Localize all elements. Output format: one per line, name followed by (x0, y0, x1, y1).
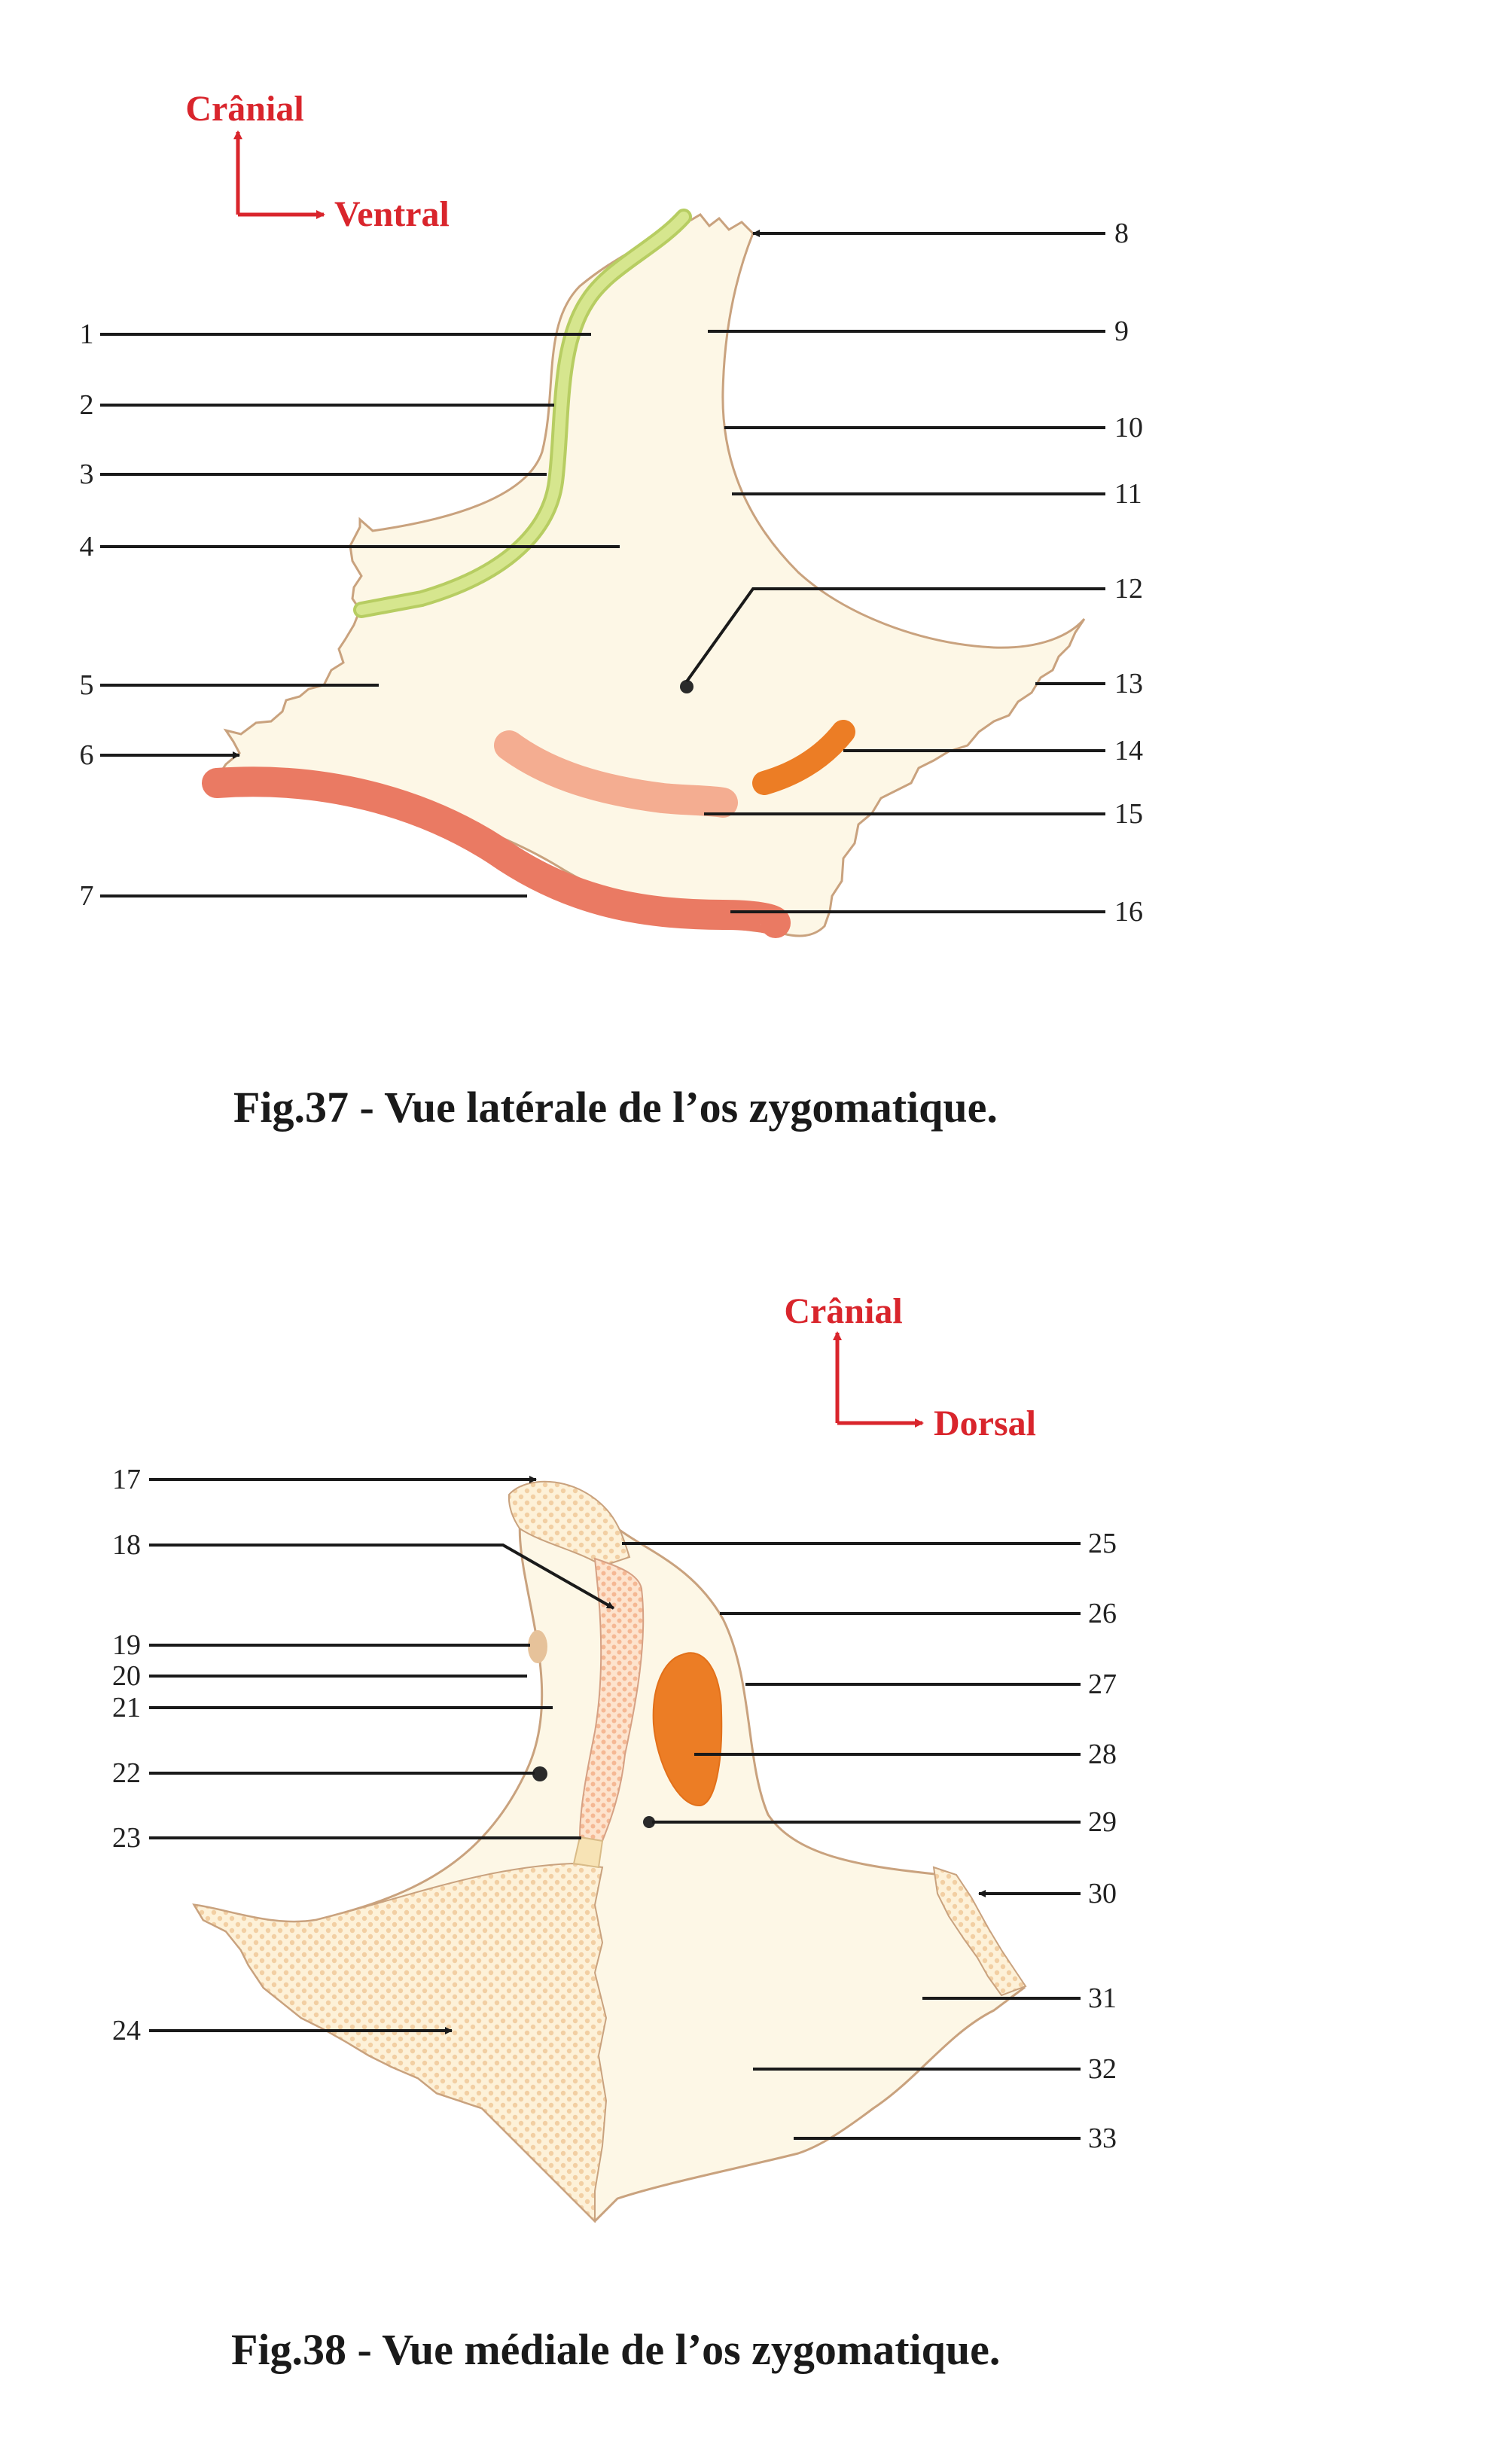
fig38-numbers: 17 18 19 20 21 22 23 24 25 26 27 28 29 3… (112, 1464, 1117, 2154)
label-16: 16 (1114, 896, 1143, 928)
label-17: 17 (112, 1464, 141, 1495)
articular-area-30 (932, 1866, 1027, 1997)
foramen-dot-12 (680, 680, 694, 693)
label-1: 1 (80, 318, 94, 350)
strip-23 (572, 1836, 604, 1869)
label-30: 30 (1088, 1878, 1117, 1909)
foramen-dot-29 (643, 1816, 655, 1828)
label-23: 23 (112, 1822, 141, 1854)
label-9: 9 (1114, 315, 1129, 347)
cranial-label: Crânial (784, 1291, 902, 1331)
label-32: 32 (1088, 2053, 1117, 2085)
label-27: 27 (1088, 1669, 1117, 1700)
fig38-left-leaders (149, 1476, 614, 2034)
dorsal-label: Dorsal (934, 1403, 1036, 1443)
fig37-numbers: 1 2 3 4 5 6 7 8 9 10 11 12 13 14 15 16 (80, 218, 1144, 928)
articular-strip-18 (578, 1557, 645, 1842)
label-5: 5 (80, 669, 94, 701)
label-28: 28 (1088, 1739, 1117, 1770)
fig37-right-leaders (685, 230, 1105, 913)
label-7: 7 (80, 880, 94, 912)
label-21: 21 (112, 1692, 141, 1723)
label-33: 33 (1088, 2123, 1117, 2154)
label-8: 8 (1114, 218, 1129, 249)
spot-19 (528, 1630, 547, 1663)
label-24: 24 (112, 2015, 141, 2046)
fig37-caption: Fig.37 - Vue latérale de l’os zygomatiqu… (233, 1083, 998, 1132)
fig37-left-leaders (100, 333, 620, 897)
label-31: 31 (1088, 1982, 1117, 2014)
articular-area-24 (193, 1862, 608, 2223)
label-18: 18 (112, 1529, 141, 1561)
ventral-label: Ventral (334, 194, 450, 234)
pale-salmon-crest (494, 730, 738, 818)
orange-fossa-28 (652, 1652, 723, 1807)
label-22: 22 (112, 1757, 141, 1789)
leader-12 (685, 587, 1105, 683)
fig38: Crânial Dorsal (112, 1291, 1117, 2374)
label-3: 3 (80, 459, 94, 490)
label-12: 12 (1114, 573, 1143, 605)
zygomatic-bone-lateral (209, 209, 1086, 937)
label-26: 26 (1088, 1598, 1117, 1629)
label-6: 6 (80, 739, 94, 771)
orange-tubercle (752, 720, 855, 795)
label-11: 11 (1114, 478, 1142, 510)
label-20: 20 (112, 1660, 141, 1692)
label-2: 2 (80, 389, 94, 421)
label-15: 15 (1114, 798, 1143, 830)
label-19: 19 (112, 1629, 141, 1661)
label-14: 14 (1114, 735, 1143, 766)
fig37: Crânial Ventral (80, 89, 1144, 1132)
fig38-right-leaders (622, 1542, 1081, 2140)
green-border-band-inner (356, 212, 689, 615)
label-13: 13 (1114, 668, 1143, 699)
label-25: 25 (1088, 1528, 1117, 1559)
fig38-caption: Fig.38 - Vue médiale de l’os zygomatique… (231, 2325, 1000, 2374)
foramen-dot-22 (532, 1766, 547, 1781)
leader-18 (149, 1544, 614, 1610)
fig37-orientation: Crânial Ventral (185, 89, 450, 234)
ventral-salmon-border (202, 766, 791, 938)
label-29: 29 (1088, 1806, 1117, 1838)
cranial-label: Crânial (185, 89, 303, 129)
label-4: 4 (80, 531, 94, 562)
fig38-orientation: Crânial Dorsal (784, 1291, 1036, 1443)
label-10: 10 (1114, 412, 1143, 443)
articular-area-17 (508, 1480, 631, 1568)
